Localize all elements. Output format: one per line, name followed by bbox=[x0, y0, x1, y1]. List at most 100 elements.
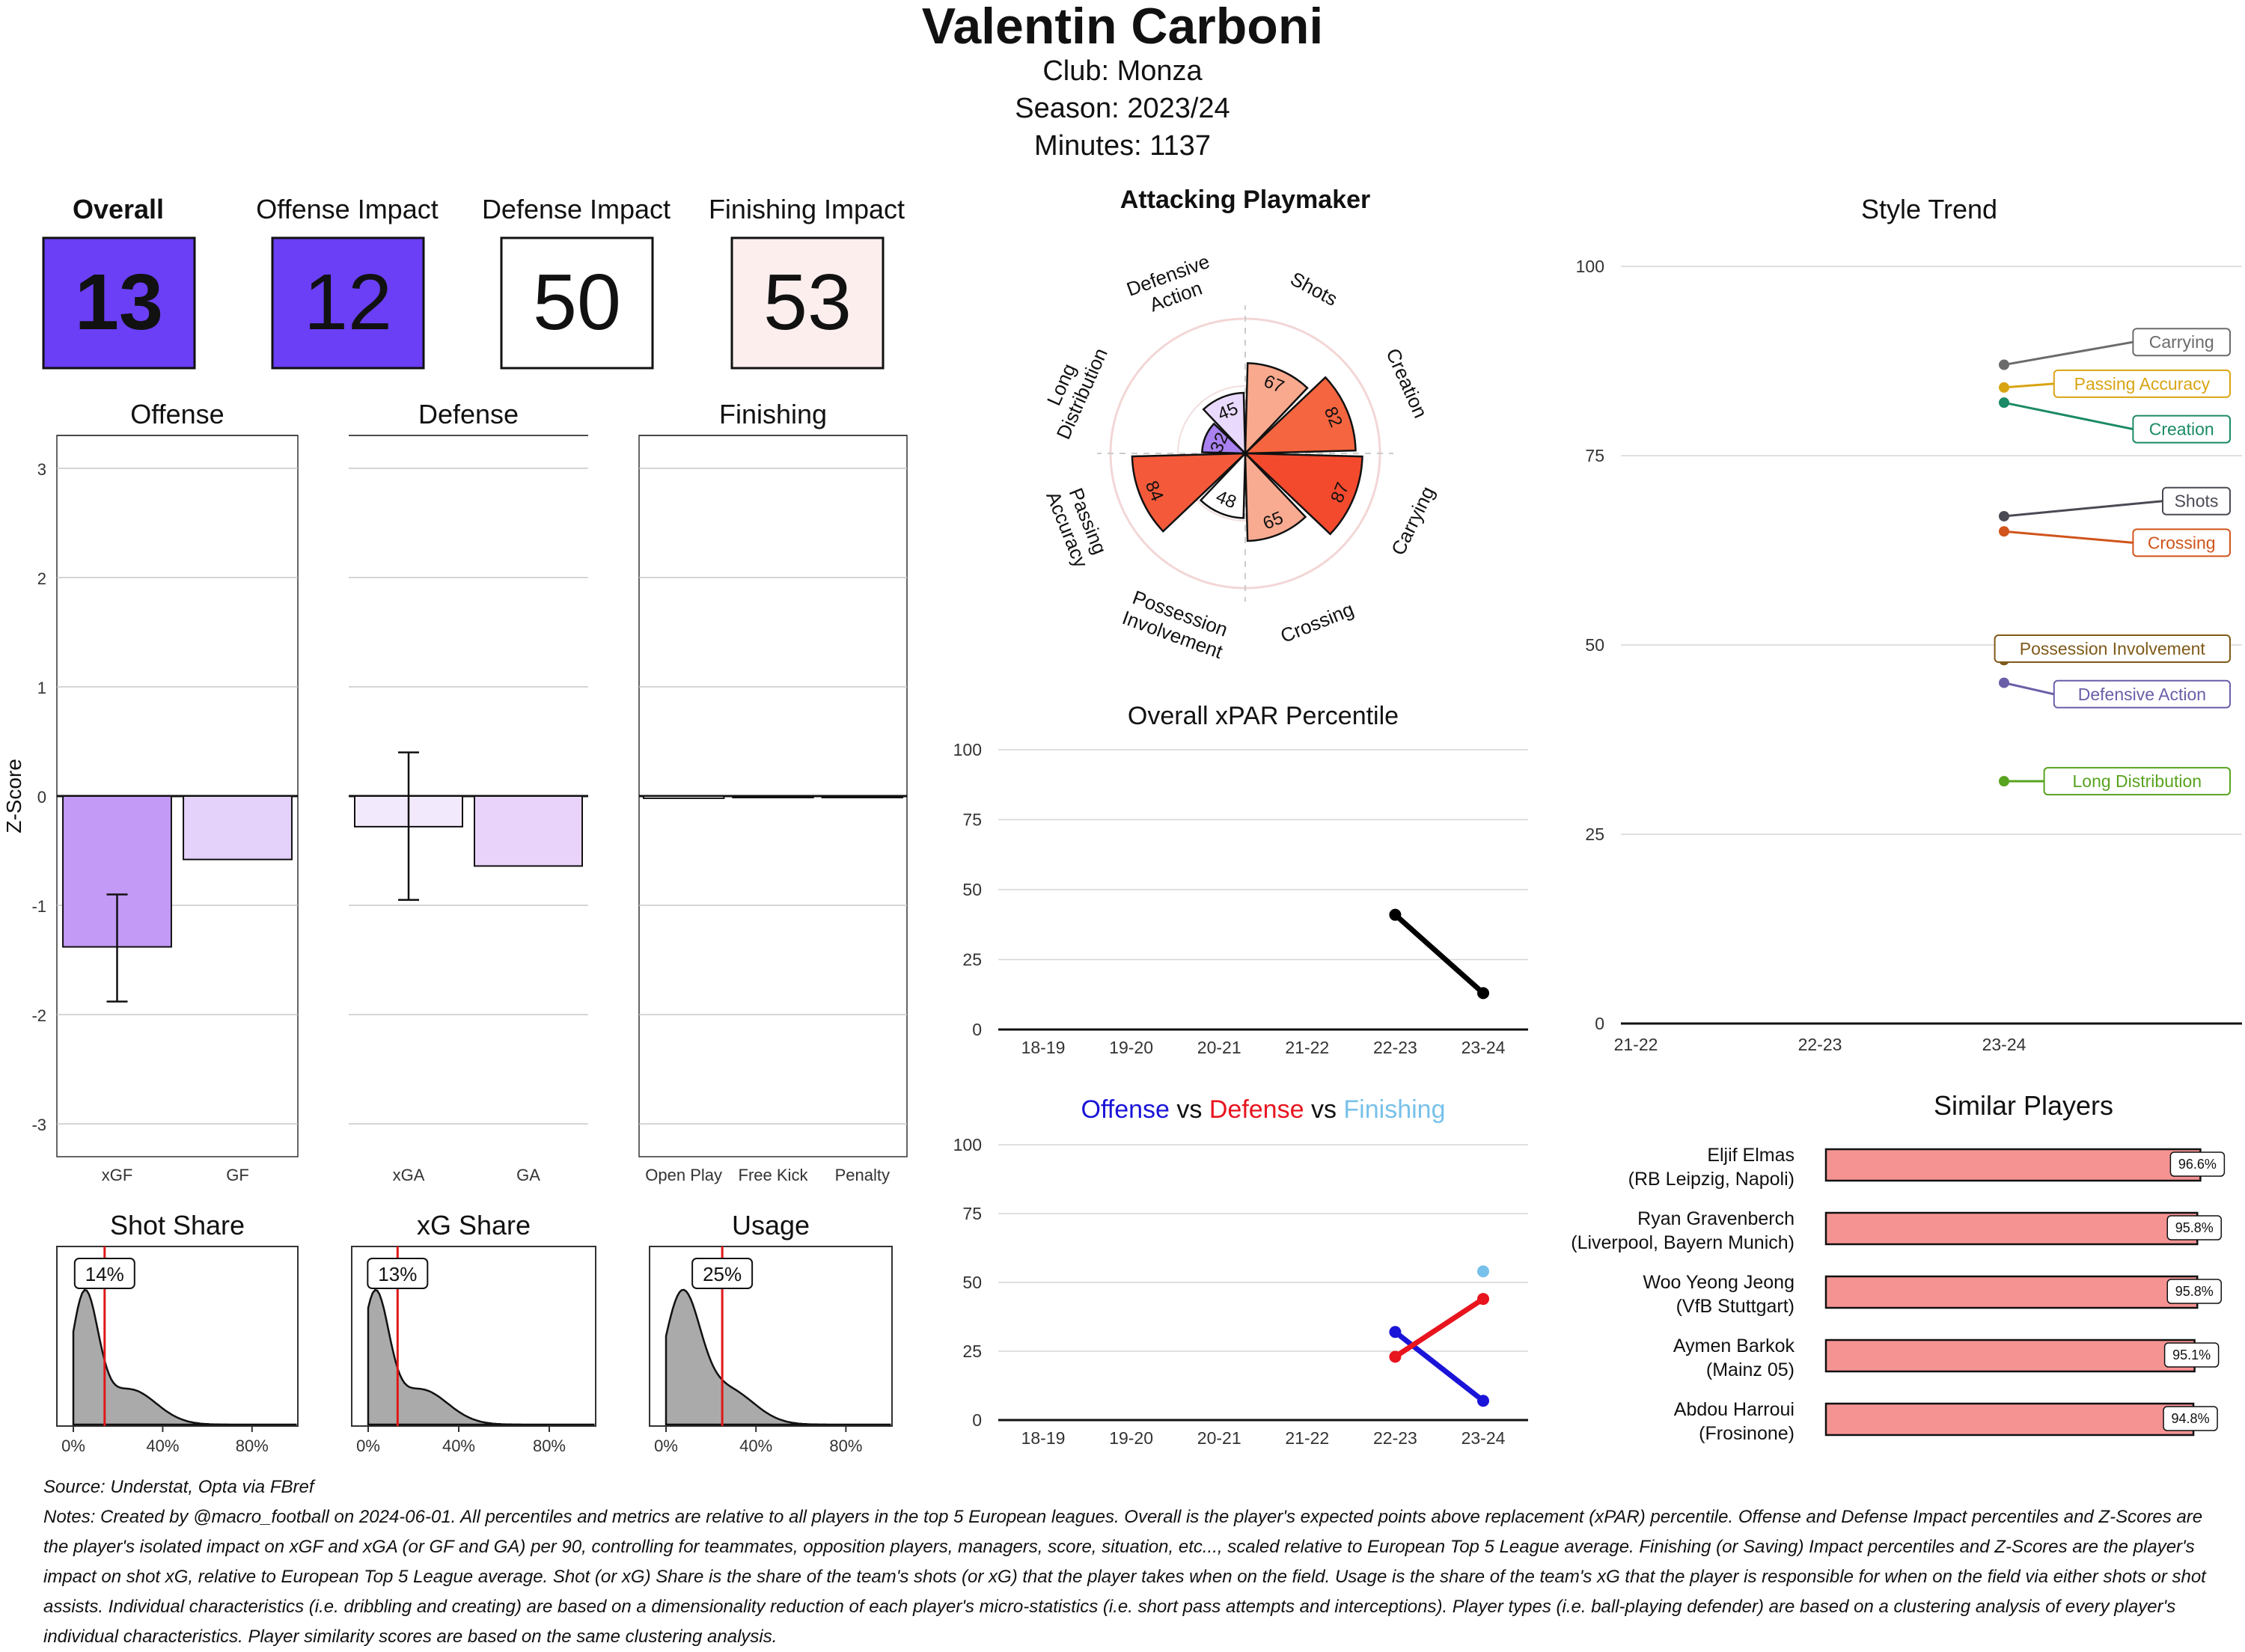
similar-player-clubs: (Mainz 05) bbox=[1706, 1359, 1795, 1380]
line-y-tick: 100 bbox=[953, 1135, 982, 1154]
impact-tile-label: Defense Impact bbox=[482, 194, 671, 224]
style-connector bbox=[2003, 500, 2163, 518]
style-label-box bbox=[1994, 634, 2232, 664]
radar-wedge bbox=[1244, 450, 1307, 542]
similar-value-label: 96.6% bbox=[2178, 1157, 2217, 1172]
style-y-tick: 50 bbox=[1585, 635, 1604, 655]
style-label-box bbox=[2132, 528, 2231, 557]
impact-tile-value: 53 bbox=[763, 258, 852, 346]
impact-trend-title-part: vs bbox=[1304, 1095, 1337, 1124]
share-marker-box bbox=[691, 1258, 754, 1289]
share-x-tick: 40% bbox=[442, 1437, 475, 1455]
zscore-y-tick: -1 bbox=[31, 897, 46, 916]
style-connector bbox=[2003, 401, 2133, 431]
zscore-x-tick: Free Kick bbox=[739, 1166, 809, 1184]
similar-title: Similar Players bbox=[1934, 1090, 2113, 1121]
club-line: Club: Monza bbox=[0, 52, 2245, 90]
zscore-y-tick: 0 bbox=[37, 788, 46, 807]
style-x-tick: 21-22 bbox=[1614, 1035, 1658, 1054]
share-x-tick: 80% bbox=[533, 1437, 566, 1455]
style-point bbox=[1999, 677, 2009, 688]
radar-axis-label-word: Carrying bbox=[1387, 483, 1439, 558]
similar-value-label: 95.8% bbox=[2175, 1284, 2214, 1299]
radar-axis-label: Crossing bbox=[1277, 598, 1357, 647]
style-y-tick: 0 bbox=[1595, 1014, 1604, 1033]
style-label: Shots bbox=[2175, 492, 2219, 511]
style-label-box bbox=[2053, 679, 2232, 709]
radar-axis-label: Carrying bbox=[1387, 483, 1439, 558]
style-label-box bbox=[2132, 328, 2231, 357]
style-x-tick: 23-24 bbox=[1982, 1035, 2026, 1054]
share-marker-label: 13% bbox=[378, 1263, 417, 1285]
style-point bbox=[1999, 359, 2009, 370]
radar-axis-label-word: Shots bbox=[1287, 267, 1342, 310]
impact-trend-title-part: Offense bbox=[1081, 1095, 1170, 1124]
line-y-tick: 50 bbox=[962, 1273, 982, 1292]
impact-tile-label: Finishing Impact bbox=[709, 194, 905, 224]
share-density-area bbox=[72, 1288, 297, 1426]
share-marker-label: 14% bbox=[85, 1263, 124, 1285]
share-x-tick: 0% bbox=[356, 1437, 380, 1455]
line-y-tick: 25 bbox=[962, 950, 982, 970]
similar-player-name: Eljif Elmas bbox=[1707, 1145, 1795, 1166]
similar-value-box bbox=[2166, 1215, 2222, 1240]
line-x-tick: 23-24 bbox=[1461, 1038, 1506, 1057]
similar-bar bbox=[1824, 1339, 2196, 1373]
line-y-tick: 0 bbox=[972, 1410, 982, 1430]
zscore-x-tick: xGF bbox=[102, 1166, 133, 1184]
share-panel-title: Shot Share bbox=[110, 1210, 245, 1240]
minutes-label: Minutes: bbox=[1034, 130, 1142, 162]
share-density-area bbox=[367, 1288, 595, 1426]
similar-player-name: Ryan Gravenberch bbox=[1637, 1208, 1795, 1229]
impact-tile bbox=[500, 236, 654, 370]
line-point bbox=[1389, 1326, 1402, 1339]
style-point bbox=[1999, 510, 2009, 521]
similar-player-name: Woo Yeong Jeong bbox=[1643, 1272, 1795, 1293]
line-point bbox=[1389, 908, 1402, 921]
line-x-tick: 20-21 bbox=[1197, 1038, 1241, 1057]
impact-tile-label: Overall bbox=[73, 194, 164, 224]
similar-player-name: Abdou Harroui bbox=[1674, 1399, 1795, 1420]
line-series bbox=[1393, 1330, 1485, 1403]
zscore-bar bbox=[642, 795, 725, 799]
share-x-tick: 40% bbox=[146, 1437, 179, 1455]
style-y-tick: 75 bbox=[1585, 446, 1604, 465]
similar-player-clubs: (VfB Stuttgart) bbox=[1676, 1296, 1795, 1317]
line-x-tick: 22-23 bbox=[1373, 1038, 1417, 1057]
zscore-x-tick: GF bbox=[226, 1166, 249, 1184]
footer: Source: Understat, Opta via FBref Notes:… bbox=[43, 1472, 2229, 1652]
similar-value-label: 95.1% bbox=[2172, 1347, 2211, 1362]
style-label: Long Distribution bbox=[2072, 771, 2202, 791]
zscore-y-tick: 1 bbox=[37, 679, 46, 697]
season-value: 2023/24 bbox=[1127, 93, 1230, 124]
zscore-x-tick: GA bbox=[516, 1166, 540, 1184]
impact-tile bbox=[271, 236, 425, 370]
line-point bbox=[1477, 1395, 1489, 1407]
impact-trend-title-part: Finishing bbox=[1337, 1095, 1446, 1124]
radar-axis-label: Shots bbox=[1287, 267, 1342, 310]
line-x-tick: 19-20 bbox=[1109, 1038, 1153, 1057]
club-label: Club: bbox=[1042, 55, 1110, 87]
radar-axis-label-word: Crossing bbox=[1277, 598, 1357, 647]
line-x-tick: 21-22 bbox=[1285, 1428, 1329, 1448]
radar-wedge bbox=[1199, 450, 1247, 519]
impact-tile-value: 13 bbox=[75, 258, 163, 346]
xpar-title: Overall xPAR Percentile bbox=[1128, 702, 1399, 730]
zscore-y-tick: 2 bbox=[37, 569, 46, 588]
impact-trend-title: Offense vs Defense vs Finishing bbox=[1081, 1095, 1446, 1124]
line-point bbox=[1477, 1265, 1489, 1278]
line-y-tick: 0 bbox=[972, 1020, 982, 1039]
line-series bbox=[1393, 913, 1485, 995]
line-x-tick: 23-24 bbox=[1461, 1428, 1506, 1448]
similar-player-clubs: (Frosinone) bbox=[1699, 1423, 1795, 1444]
style-connector bbox=[2003, 682, 2055, 696]
style-label-box bbox=[2043, 767, 2232, 796]
style-label: Possession Involvement bbox=[2020, 639, 2206, 658]
zscore-panel-title: Finishing bbox=[719, 399, 827, 429]
share-x-tick: 80% bbox=[829, 1437, 862, 1455]
style-point bbox=[1999, 382, 2009, 393]
line-x-tick: 22-23 bbox=[1373, 1428, 1417, 1448]
radar-wedge bbox=[1201, 422, 1248, 455]
